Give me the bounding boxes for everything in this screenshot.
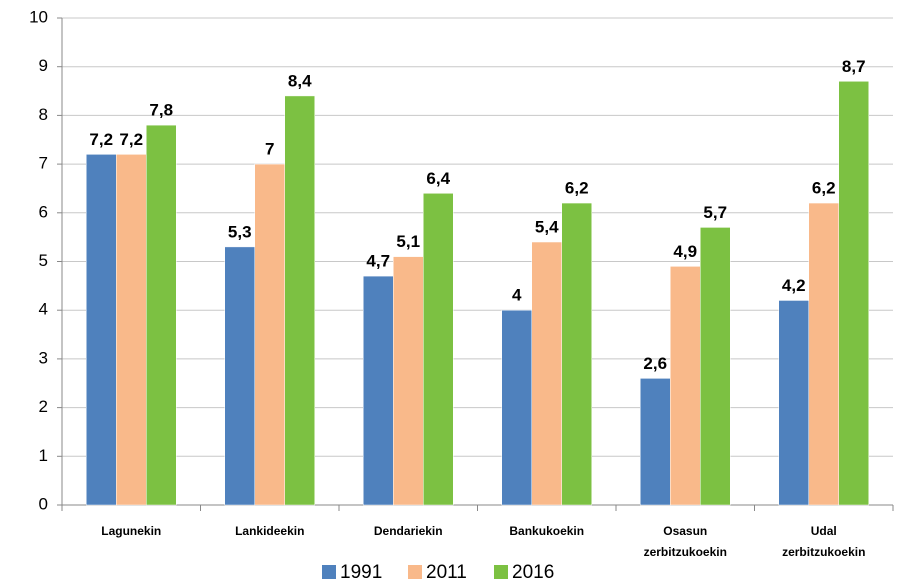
value-label: 6,4	[426, 169, 450, 188]
value-label: 5,1	[396, 232, 420, 251]
x-tick-label: Bankukoekin	[509, 524, 584, 538]
value-label: 5,3	[228, 222, 252, 241]
bar	[254, 163, 285, 506]
y-tick-label: 3	[39, 348, 48, 367]
bar	[778, 300, 809, 506]
bar	[531, 241, 562, 506]
y-tick-label: 9	[39, 56, 48, 75]
y-tick-label: 10	[29, 7, 48, 26]
bar	[501, 309, 532, 506]
value-label: 7,2	[119, 130, 143, 149]
value-label: 7,2	[89, 130, 113, 149]
bar	[393, 256, 424, 506]
bar	[561, 202, 592, 506]
value-label: 4	[512, 286, 522, 305]
value-label: 2,6	[643, 354, 667, 373]
legend-label: 2016	[512, 562, 554, 583]
bar	[423, 193, 454, 506]
bar	[838, 81, 869, 506]
value-label: 5,7	[703, 203, 727, 222]
y-tick-label: 8	[39, 105, 48, 124]
value-label: 4,7	[366, 252, 390, 271]
legend-swatch	[408, 565, 422, 579]
bar	[86, 154, 117, 506]
value-label: 7,8	[149, 101, 173, 120]
x-tick-label: Udal zerbitzukoekin	[782, 524, 865, 559]
x-tick-label: Osasun zerbitzukoekin	[644, 524, 727, 559]
x-tick-label: Dendariekin	[374, 524, 443, 538]
y-tick-label: 6	[39, 202, 48, 221]
bar	[700, 227, 731, 506]
bar	[224, 246, 255, 506]
value-label: 6,2	[812, 179, 836, 198]
value-label: 8,4	[288, 71, 312, 90]
bar	[808, 202, 839, 506]
y-tick-label: 7	[39, 154, 48, 173]
value-label: 4,2	[782, 276, 806, 295]
value-label: 7	[265, 140, 274, 159]
x-tick-label: Lankideekin	[235, 524, 304, 538]
y-tick-label: 0	[39, 494, 48, 513]
y-tick-label: 1	[39, 446, 48, 465]
y-tick-label: 2	[39, 397, 48, 416]
value-label: 5,4	[535, 218, 559, 237]
bar	[116, 154, 147, 506]
y-tick-label: 5	[39, 251, 48, 270]
y-tick-label: 4	[39, 300, 48, 319]
bar	[670, 266, 701, 506]
value-label: 4,9	[673, 242, 697, 261]
bar	[363, 275, 394, 506]
legend-swatch	[322, 565, 336, 579]
bar	[146, 124, 177, 506]
legend-swatch	[494, 565, 508, 579]
legend-label: 2011	[426, 562, 467, 583]
bar	[640, 378, 671, 506]
x-tick-label: Lagunekin	[101, 524, 161, 538]
bar	[284, 95, 315, 506]
value-label: 8,7	[842, 57, 866, 76]
value-label: 6,2	[565, 179, 589, 198]
legend-label: 1991	[340, 562, 382, 583]
